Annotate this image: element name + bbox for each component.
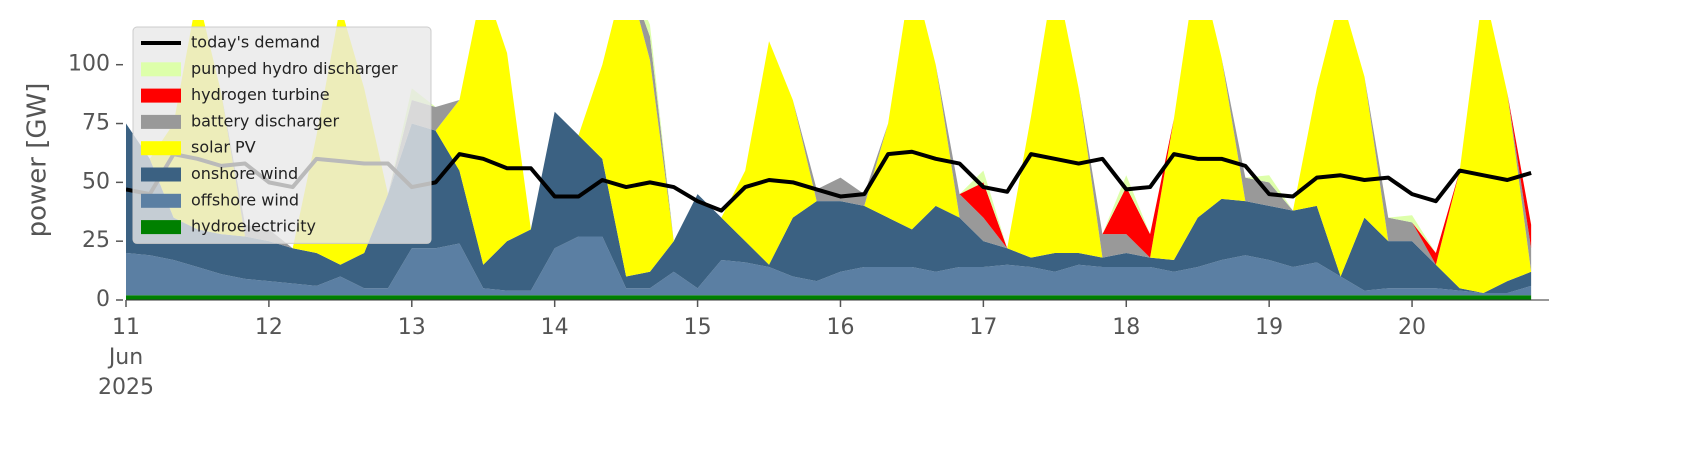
area: [126, 20, 1532, 293]
legend-label: battery discharger: [191, 111, 339, 130]
x-tick-label: 14: [541, 315, 569, 340]
x-tick-label: 18: [1112, 315, 1140, 340]
x-tick-label: 17: [969, 315, 997, 340]
x-tick-label: 13: [398, 315, 426, 340]
y-tick-label: 25: [82, 228, 110, 253]
legend-label: solar PV: [191, 138, 256, 157]
legend-swatch: [141, 141, 181, 156]
legend-swatch: [141, 88, 181, 103]
legend-swatch: [141, 167, 181, 182]
area: [126, 236, 1532, 296]
legend-swatch: [141, 114, 181, 129]
x-tick-label: 12: [255, 315, 283, 340]
legend-label: hydrogen turbine: [191, 85, 330, 104]
legend-swatch: [141, 62, 181, 77]
x-tick-label: 15: [684, 315, 712, 340]
area: [126, 295, 1532, 300]
y-axis-label: power [GW]: [23, 83, 53, 238]
y-tick-label: 75: [82, 111, 110, 136]
legend-label: hydroelectricity: [191, 217, 316, 236]
legend-label: today's demand: [191, 33, 320, 52]
plot-area: [126, 20, 1532, 300]
legend-swatch: [141, 193, 181, 208]
x-tick-label: 16: [826, 315, 854, 340]
legend-box: [132, 26, 432, 244]
y-tick-label: 50: [82, 169, 110, 194]
area: [126, 111, 1532, 293]
x-tick-label: 11 Jun 2025: [98, 315, 154, 400]
y-tick-label: 100: [68, 52, 110, 77]
legend-label: onshore wind: [191, 164, 298, 183]
x-tick-label: 19: [1255, 315, 1283, 340]
legend-label: pumped hydro discharger: [191, 59, 398, 78]
legend-label: offshore wind: [191, 190, 299, 209]
legend-swatch: [141, 220, 181, 235]
x-tick-label: 20: [1398, 315, 1426, 340]
y-tick-label: 0: [96, 287, 110, 312]
